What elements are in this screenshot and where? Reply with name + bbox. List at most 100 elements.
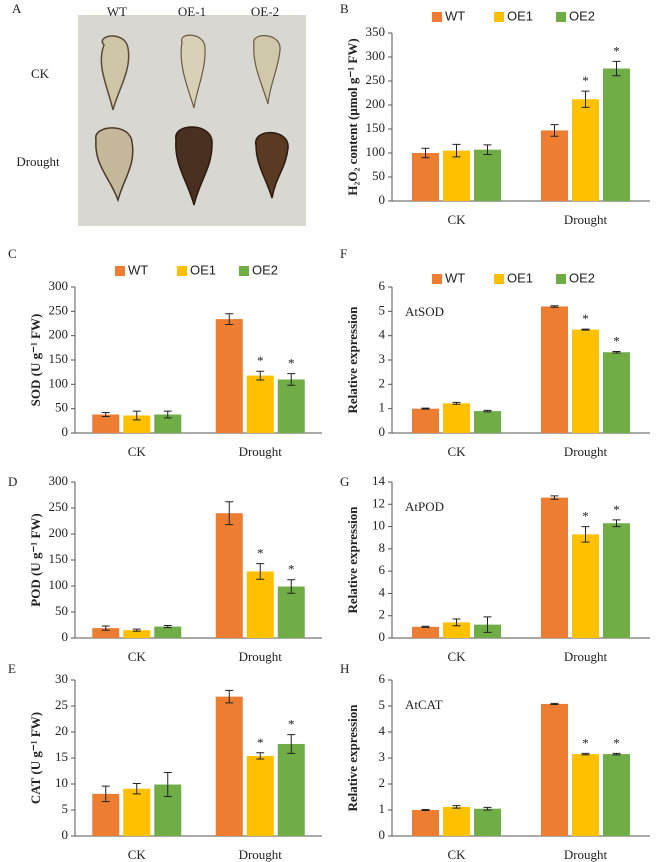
bar (92, 628, 120, 638)
significance-label: * (257, 546, 264, 561)
legend-swatch (239, 266, 249, 276)
y-tick-label: 8 (379, 540, 386, 555)
error-bar (225, 501, 234, 526)
significance-label: * (613, 43, 620, 58)
x-tick-label: CK (447, 847, 466, 862)
y-tick-label: 20 (55, 723, 68, 738)
error-bar (287, 373, 296, 386)
y-tick-label: 30 (55, 671, 68, 686)
significance-label: * (582, 509, 589, 524)
y-axis-label: POD (U g⁻¹ FW) (28, 513, 43, 606)
error-bar (581, 328, 590, 331)
panel-letter: B (340, 1, 349, 16)
bar (412, 153, 439, 201)
bar (572, 534, 599, 638)
legend-label: OE2 (569, 270, 595, 285)
legend-label: OE1 (507, 8, 533, 23)
bar (541, 306, 568, 433)
error-bar (421, 808, 430, 812)
panel-letter: A (12, 1, 22, 16)
legend-swatch (177, 266, 187, 276)
significance-label: * (613, 502, 620, 517)
error-bar (256, 370, 265, 381)
significance-label: * (582, 735, 589, 750)
bar (443, 403, 470, 433)
error-bar (163, 625, 172, 629)
significance-label: * (613, 333, 620, 348)
error-bar (550, 702, 559, 705)
bar (474, 411, 501, 433)
y-axis-label: Relative expression (345, 306, 360, 414)
leaf (95, 127, 134, 203)
bar (246, 375, 274, 433)
y-tick-label: 200 (49, 327, 69, 342)
photo-column-label: OE-2 (251, 4, 279, 19)
error-bar (452, 618, 461, 627)
significance-label: * (288, 562, 295, 577)
bar (572, 99, 599, 201)
bar (443, 622, 470, 638)
y-tick-label: 5 (62, 801, 69, 816)
error-bar (452, 143, 461, 158)
y-tick-label: 300 (49, 473, 69, 488)
error-bar (581, 90, 590, 108)
legend-label: OE2 (569, 8, 595, 23)
legend-swatch (556, 274, 566, 284)
y-tick-label: 100 (49, 375, 69, 390)
bar (443, 150, 470, 201)
bar (154, 414, 182, 433)
x-tick-label: CK (128, 847, 147, 862)
panel-letter: G (340, 474, 349, 489)
significance-label: * (582, 73, 589, 88)
y-tick-label: 250 (49, 302, 69, 317)
y-tick-label: 10 (372, 518, 385, 533)
error-bar (101, 625, 110, 631)
error-bar (612, 519, 621, 528)
y-tick-label: 3 (379, 351, 386, 366)
y-tick-label: 0 (62, 629, 69, 644)
inset-label: AtPOD (405, 499, 444, 514)
legend-label: OE2 (252, 262, 278, 277)
y-tick-label: 0 (379, 192, 386, 207)
y-tick-label: 12 (372, 495, 385, 510)
error-bar (452, 805, 461, 809)
y-axis-label: Relative expression (345, 704, 360, 812)
legend-swatch (556, 12, 566, 22)
error-bar (550, 124, 559, 137)
bar (215, 513, 243, 638)
error-bar (132, 410, 141, 421)
bar (277, 743, 305, 836)
significance-label: * (288, 356, 295, 371)
significance-label: * (582, 311, 589, 326)
bar (474, 808, 501, 836)
y-tick-label: 10 (55, 775, 68, 790)
error-bar (483, 409, 492, 413)
panel-letter: E (8, 661, 16, 676)
error-bar (163, 410, 172, 419)
y-tick-label: 50 (55, 400, 68, 415)
bar (215, 319, 243, 433)
error-bar (581, 526, 590, 543)
error-bar (101, 412, 110, 417)
y-tick-label: 6 (379, 278, 386, 293)
y-tick-label: 25 (55, 697, 68, 712)
legend-swatch (115, 266, 125, 276)
error-bar (132, 628, 141, 632)
panel-letter: H (340, 661, 349, 676)
error-bar (287, 579, 296, 594)
error-bar (483, 616, 492, 633)
x-tick-label: Drought (239, 847, 283, 862)
x-tick-label: CK (128, 649, 147, 664)
legend-swatch (432, 12, 442, 22)
bar (277, 586, 305, 638)
leaf (175, 126, 213, 206)
inset-label: AtCAT (405, 697, 443, 712)
y-tick-label: 250 (366, 72, 386, 87)
leaf (100, 35, 130, 111)
error-bar (163, 772, 172, 797)
x-tick-label: CK (447, 444, 466, 459)
x-tick-label: Drought (239, 444, 283, 459)
y-tick-label: 300 (366, 48, 386, 63)
error-bar (452, 401, 461, 405)
legend-label: WT (445, 8, 465, 23)
